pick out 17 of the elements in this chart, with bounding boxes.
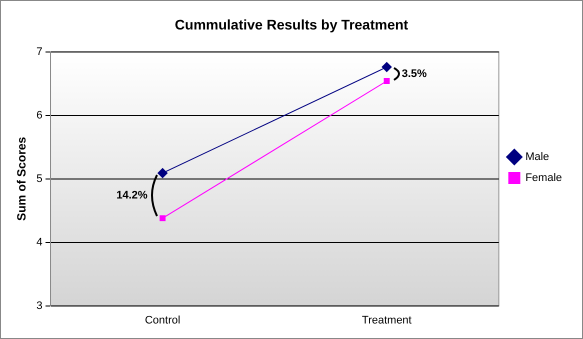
y-tick-label: 5 (36, 172, 43, 185)
chart-title: Cummulative Results by Treatment (174, 16, 409, 32)
annotation: 14.2% (116, 190, 148, 202)
legend-label: Female (525, 172, 562, 184)
legend-label: Male (525, 151, 550, 164)
x-tick-label: Treatment (362, 314, 412, 326)
annotation: 3.5% (402, 68, 428, 80)
point (382, 62, 392, 72)
point (158, 168, 168, 178)
y-tick-label: 6 (36, 109, 43, 122)
y-tick-label: 3 (36, 300, 43, 312)
y-axis-title: Sum of Scores (14, 136, 29, 221)
point (384, 78, 390, 84)
point (160, 215, 166, 222)
x-tick-label: Control (144, 314, 180, 326)
y-tick-label: 7 (36, 46, 43, 58)
y-tick-label: 4 (36, 236, 43, 248)
